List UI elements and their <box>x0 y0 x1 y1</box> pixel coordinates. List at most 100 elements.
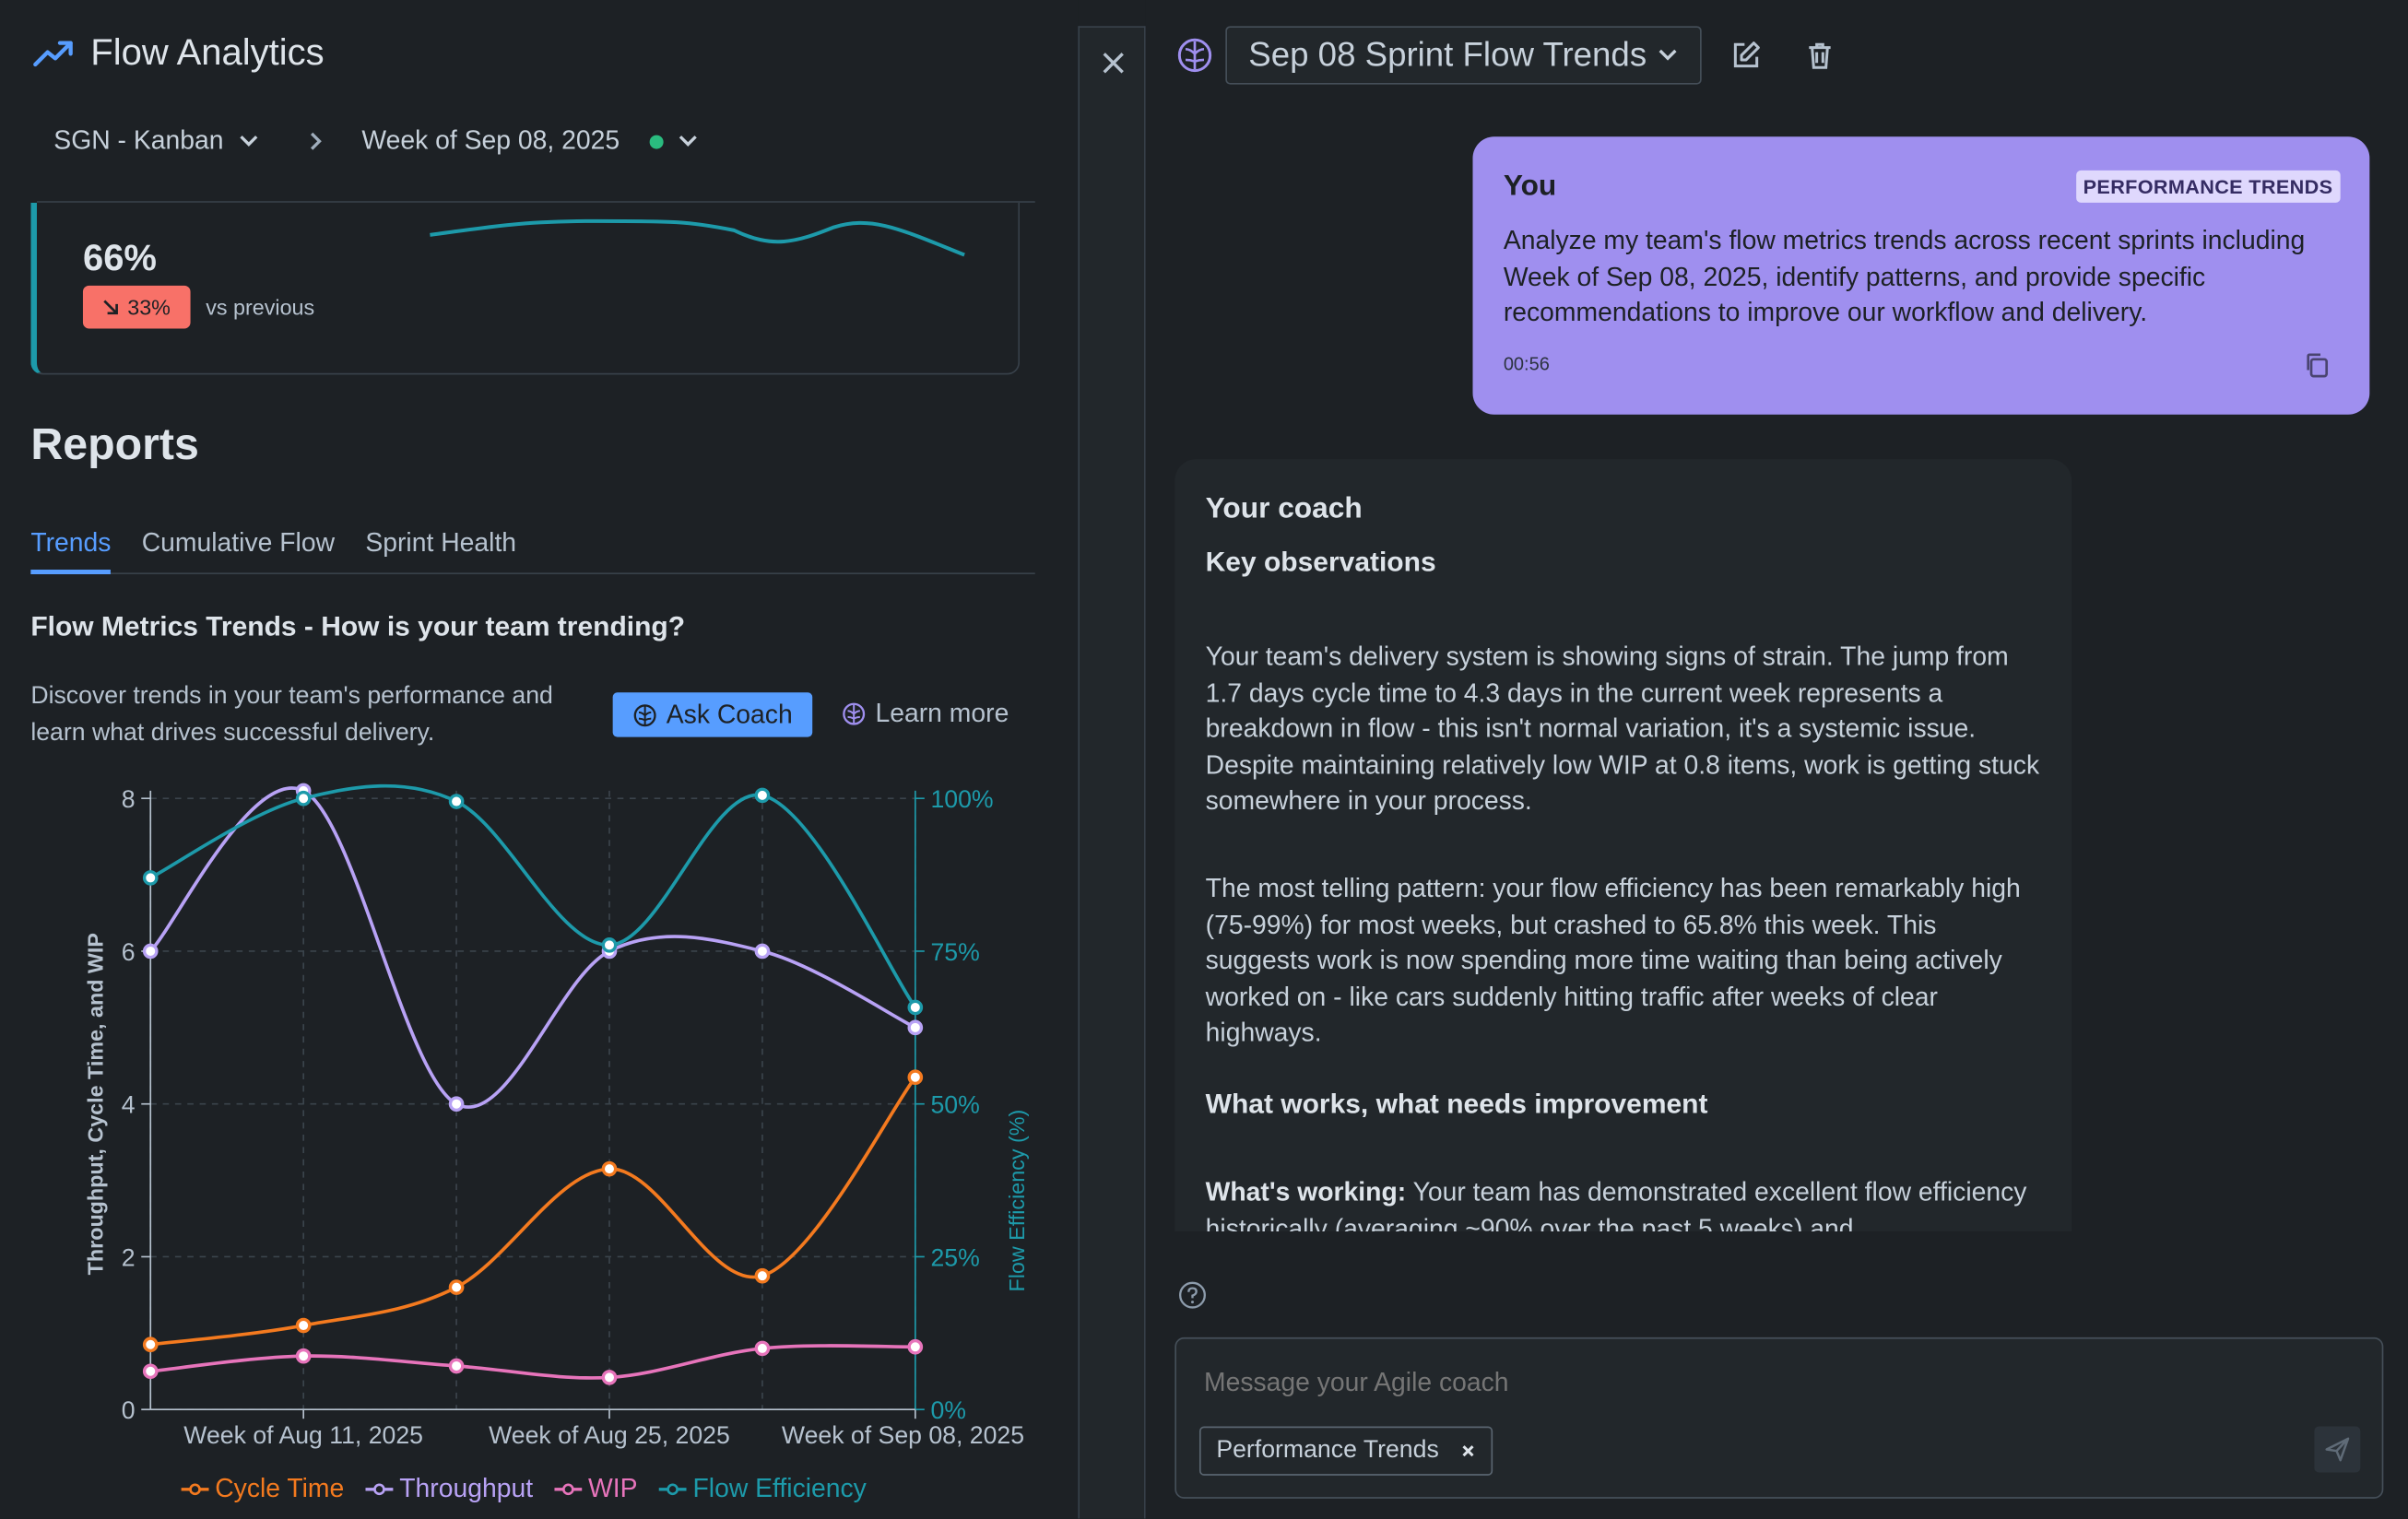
flow-efficiency-point <box>142 870 159 886</box>
legend-marker <box>554 1483 583 1496</box>
conversation-selector[interactable]: Sep 08 Sprint Flow Trends <box>1225 26 1702 85</box>
user-name: You <box>1503 170 1557 203</box>
x-tick-label: Week of Aug 11, 2025 <box>183 1421 423 1449</box>
change-value: 33% <box>127 294 171 320</box>
tab-sprint-health[interactable]: Sprint Health <box>365 528 517 558</box>
panel-divider <box>1078 26 1146 1519</box>
wip-line <box>150 1344 915 1380</box>
cycle-time-point <box>601 1160 618 1177</box>
report-tabs: Trends Cumulative Flow Sprint Health <box>30 528 1035 575</box>
coach-message: Your coach Key observations Your team's … <box>1174 459 2072 1231</box>
y2-tick-label: 0% <box>930 1396 966 1424</box>
legend-item-throughput[interactable]: Throughput <box>365 1474 534 1504</box>
legend-item-cycle-time[interactable]: Cycle Time <box>181 1474 344 1504</box>
learn-more-link[interactable]: Learn more <box>842 699 1009 729</box>
throughput-point <box>448 1096 465 1113</box>
tab-cumulative-flow[interactable]: Cumulative Flow <box>141 528 336 558</box>
change-badge: 33% <box>82 285 191 329</box>
paragraph-text: Your team has demonstrated excellent flo… <box>1205 1177 2027 1231</box>
metric-value: 66% <box>82 238 157 280</box>
flow-efficiency-point <box>295 790 312 807</box>
wip-point <box>907 1338 924 1355</box>
chevron-right-icon <box>310 132 322 150</box>
legend-label: Flow Efficiency <box>692 1474 867 1503</box>
flow-efficiency-point <box>907 999 924 1016</box>
y2-tick-label: 100% <box>930 785 993 813</box>
flow-efficiency-point <box>448 794 465 809</box>
conversation-title: Sep 08 Sprint Flow Trends <box>1248 35 1647 74</box>
context-chip: Performance Trends <box>1198 1426 1493 1476</box>
ask-coach-label: Ask Coach <box>666 699 793 729</box>
message-timestamp: 00:56 <box>1503 353 1550 375</box>
legend-item-wip[interactable]: WIP <box>554 1474 638 1504</box>
week-selector[interactable]: Week of Sep 08, 2025 <box>361 126 698 157</box>
y-axis-title: Throughput, Cycle Time, and WIP <box>84 933 108 1275</box>
y2-tick-label: 50% <box>930 1091 979 1119</box>
learn-more-label: Learn more <box>875 698 1009 728</box>
throughput-point <box>754 943 771 960</box>
brain-icon <box>843 702 866 725</box>
help-icon[interactable] <box>1178 1280 1208 1310</box>
message-composer: Performance Trends <box>1174 1336 2384 1499</box>
trash-icon[interactable] <box>1804 40 1835 70</box>
wip-point <box>754 1340 771 1357</box>
app-header: Flow Analytics <box>32 32 325 76</box>
cycle-time-point <box>295 1317 312 1334</box>
arrow-down-right-icon <box>103 300 118 315</box>
x-tick-label: Week of Sep 08, 2025 <box>782 1421 1024 1449</box>
close-icon[interactable] <box>1460 1443 1476 1459</box>
change-label: vs previous <box>206 294 315 320</box>
wip-point <box>142 1363 159 1380</box>
chevron-down-icon <box>1658 49 1677 61</box>
chip-label: Performance Trends <box>1216 1437 1439 1464</box>
wip-point <box>295 1348 312 1364</box>
legend-item-flow-efficiency[interactable]: Flow Efficiency <box>658 1474 867 1504</box>
wip-point <box>448 1358 465 1374</box>
left-panel: Flow Analytics SGN - Kanban Week of Sep … <box>0 0 1079 1519</box>
metric-card <box>30 202 1021 375</box>
coach-paragraph: Your team's delivery system is showing s… <box>1205 642 2040 816</box>
cycle-time-line <box>150 1076 917 1347</box>
board-selector[interactable]: SGN - Kanban <box>53 126 257 157</box>
legend-label: WIP <box>588 1474 638 1503</box>
status-dot <box>650 134 665 148</box>
card-top-divider <box>36 201 1035 203</box>
ask-coach-button[interactable]: Ask Coach <box>612 692 813 737</box>
user-message: You PERFORMANCE TRENDS Analyze my team's… <box>1472 136 2370 415</box>
chevron-down-icon <box>679 135 698 147</box>
tab-trends[interactable]: Trends <box>30 528 112 575</box>
y-tick-label: 6 <box>122 938 136 966</box>
user-message-text: Analyze my team's flow metrics trends ac… <box>1503 225 2306 327</box>
trending-up-icon <box>33 41 73 67</box>
chart-title: Flow Metrics Trends - How is your team t… <box>30 610 686 642</box>
coach-paragraph: The most telling pattern: your flow effi… <box>1205 873 2021 1048</box>
send-icon <box>2325 1437 2350 1462</box>
legend-marker <box>658 1483 687 1496</box>
chevron-down-icon <box>239 135 257 147</box>
reports-title: Reports <box>30 420 199 470</box>
flow-trends-chart: 0 2 4 6 8 0% 25% 50% 75% 100% Week of Aug 11, 2025… <box>84 783 1029 1449</box>
chart-legend: Cycle Time Throughput WIP Flow Efficiency <box>181 1474 867 1504</box>
y2-axis-title: Flow Efficiency (%) <box>1005 1110 1029 1292</box>
coach-paragraph: What's working: Your team has demonstrat… <box>1206 1174 2043 1231</box>
chart-description: Discover trends in your team's performan… <box>30 683 553 747</box>
paragraph-lead: What's working: <box>1205 1177 1407 1207</box>
copy-icon[interactable] <box>2304 351 2331 379</box>
sparkline <box>430 218 965 257</box>
cycle-time-point <box>448 1279 465 1295</box>
legend-label: Throughput <box>399 1474 534 1503</box>
y-tick-label: 2 <box>122 1243 136 1271</box>
breadcrumb: SGN - Kanban Week of Sep 08, 2025 <box>53 126 698 157</box>
flow-efficiency-line <box>149 783 917 1009</box>
section-heading: Key observations <box>1205 547 1436 578</box>
brain-icon <box>633 703 656 726</box>
edit-icon[interactable] <box>1730 40 1761 70</box>
throughput-line <box>148 786 916 1109</box>
message-input[interactable] <box>1203 1368 1972 1399</box>
board-label: SGN - Kanban <box>53 125 224 156</box>
send-button[interactable] <box>2314 1426 2361 1473</box>
flow-efficiency-point <box>601 937 618 953</box>
close-icon[interactable] <box>1100 49 1127 77</box>
y2-tick-label: 25% <box>930 1243 979 1271</box>
coach-name: Your coach <box>1205 492 1363 525</box>
